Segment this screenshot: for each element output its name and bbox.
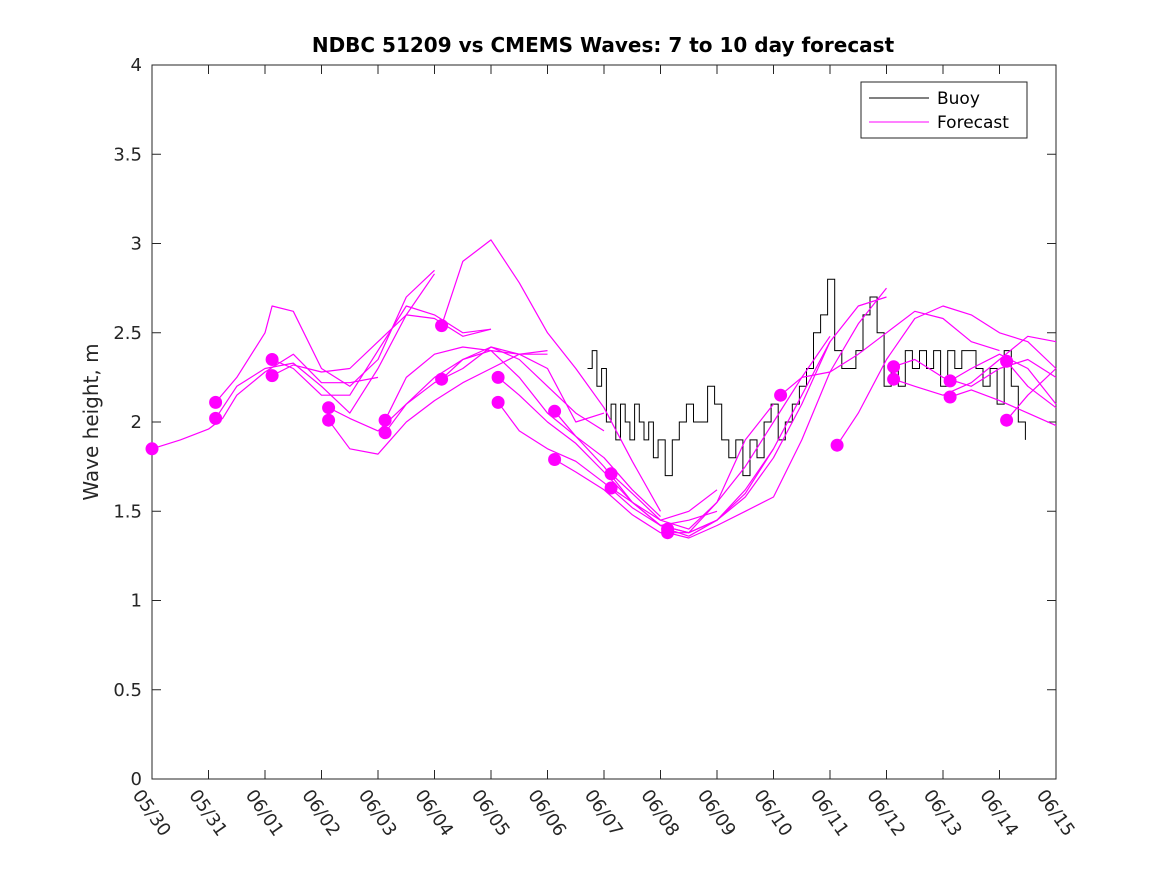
y-tick-label: 0 xyxy=(131,769,142,790)
forecast-start-markers xyxy=(145,319,1014,540)
forecast-start-point xyxy=(378,426,392,440)
forecast-start-point xyxy=(661,526,675,540)
forecast-line xyxy=(780,310,1000,396)
y-tick-label: 1.5 xyxy=(113,501,142,522)
forecast-start-point xyxy=(943,390,957,404)
y-tick-label: 2.5 xyxy=(113,323,142,344)
forecast-line xyxy=(215,273,435,419)
forecast-line xyxy=(610,335,831,530)
chart-title: NDBC 51209 vs CMEMS Waves: 7 to 10 day f… xyxy=(312,33,895,57)
forecast-line xyxy=(497,376,718,521)
forecast-line xyxy=(328,350,548,455)
forecast-line xyxy=(949,389,1057,427)
forecast-start-point xyxy=(435,372,449,386)
forecast-start-point xyxy=(491,395,505,409)
forecast-line xyxy=(667,296,887,537)
forecast-line xyxy=(836,305,1057,446)
forecast-line xyxy=(441,239,662,512)
forecast-start-point xyxy=(604,467,618,481)
legend-box xyxy=(860,81,1028,139)
y-axis: 0 0.5 1 1.5 2 2.5 3 3.5 4 xyxy=(113,55,1056,790)
forecast-line xyxy=(384,346,605,434)
legend-label-forecast: Forecast xyxy=(937,113,1009,133)
forecast-line xyxy=(1006,360,1057,409)
y-tick-label: 1 xyxy=(131,591,142,612)
forecast-line xyxy=(271,314,492,377)
forecast-start-point xyxy=(887,372,901,386)
forecast-start-point xyxy=(378,413,392,427)
forecast-start-point xyxy=(209,411,223,425)
forecast-start-point xyxy=(548,404,562,418)
forecast-start-point xyxy=(491,370,505,384)
forecast-start-point xyxy=(322,401,336,415)
forecast-line xyxy=(328,346,548,432)
forecast-start-point xyxy=(830,438,844,452)
forecast-line xyxy=(271,305,492,396)
legend: Buoy Forecast xyxy=(860,81,1028,139)
plot-area xyxy=(151,64,1057,780)
forecast-start-point xyxy=(774,388,788,402)
forecast-start-point xyxy=(943,374,957,388)
y-tick-label: 3 xyxy=(131,234,142,255)
y-tick-label: 3.5 xyxy=(113,144,142,165)
legend-label-buoy: Buoy xyxy=(937,89,980,109)
forecast-line xyxy=(893,335,1057,396)
forecast-start-point xyxy=(604,481,618,495)
forecast-start-point xyxy=(1000,413,1014,427)
forecast-start-point xyxy=(435,319,449,333)
y-tick-label: 2 xyxy=(131,412,142,433)
forecast-line xyxy=(893,358,1057,387)
forecast-start-point xyxy=(548,453,562,466)
forecast-start-point xyxy=(145,442,159,456)
forecast-line xyxy=(667,287,887,539)
y-tick-label: 0.5 xyxy=(113,680,142,701)
forecast-line xyxy=(554,403,774,534)
forecast-start-point xyxy=(265,353,279,366)
forecast-start-point xyxy=(1000,354,1014,368)
forecast-start-point xyxy=(887,360,901,374)
series-layer xyxy=(151,239,1057,539)
forecast-line xyxy=(151,353,379,450)
forecast-line xyxy=(1006,368,1057,421)
forecast-line xyxy=(441,350,661,518)
forecast-start-point xyxy=(322,413,336,427)
y-axis-label: Wave height, m xyxy=(79,343,103,500)
forecast-start-point xyxy=(265,369,279,383)
forecast-start-point xyxy=(209,395,223,409)
y-tick-label: 4 xyxy=(131,55,142,76)
forecast-line xyxy=(949,353,1057,405)
forecast-line xyxy=(497,402,718,527)
